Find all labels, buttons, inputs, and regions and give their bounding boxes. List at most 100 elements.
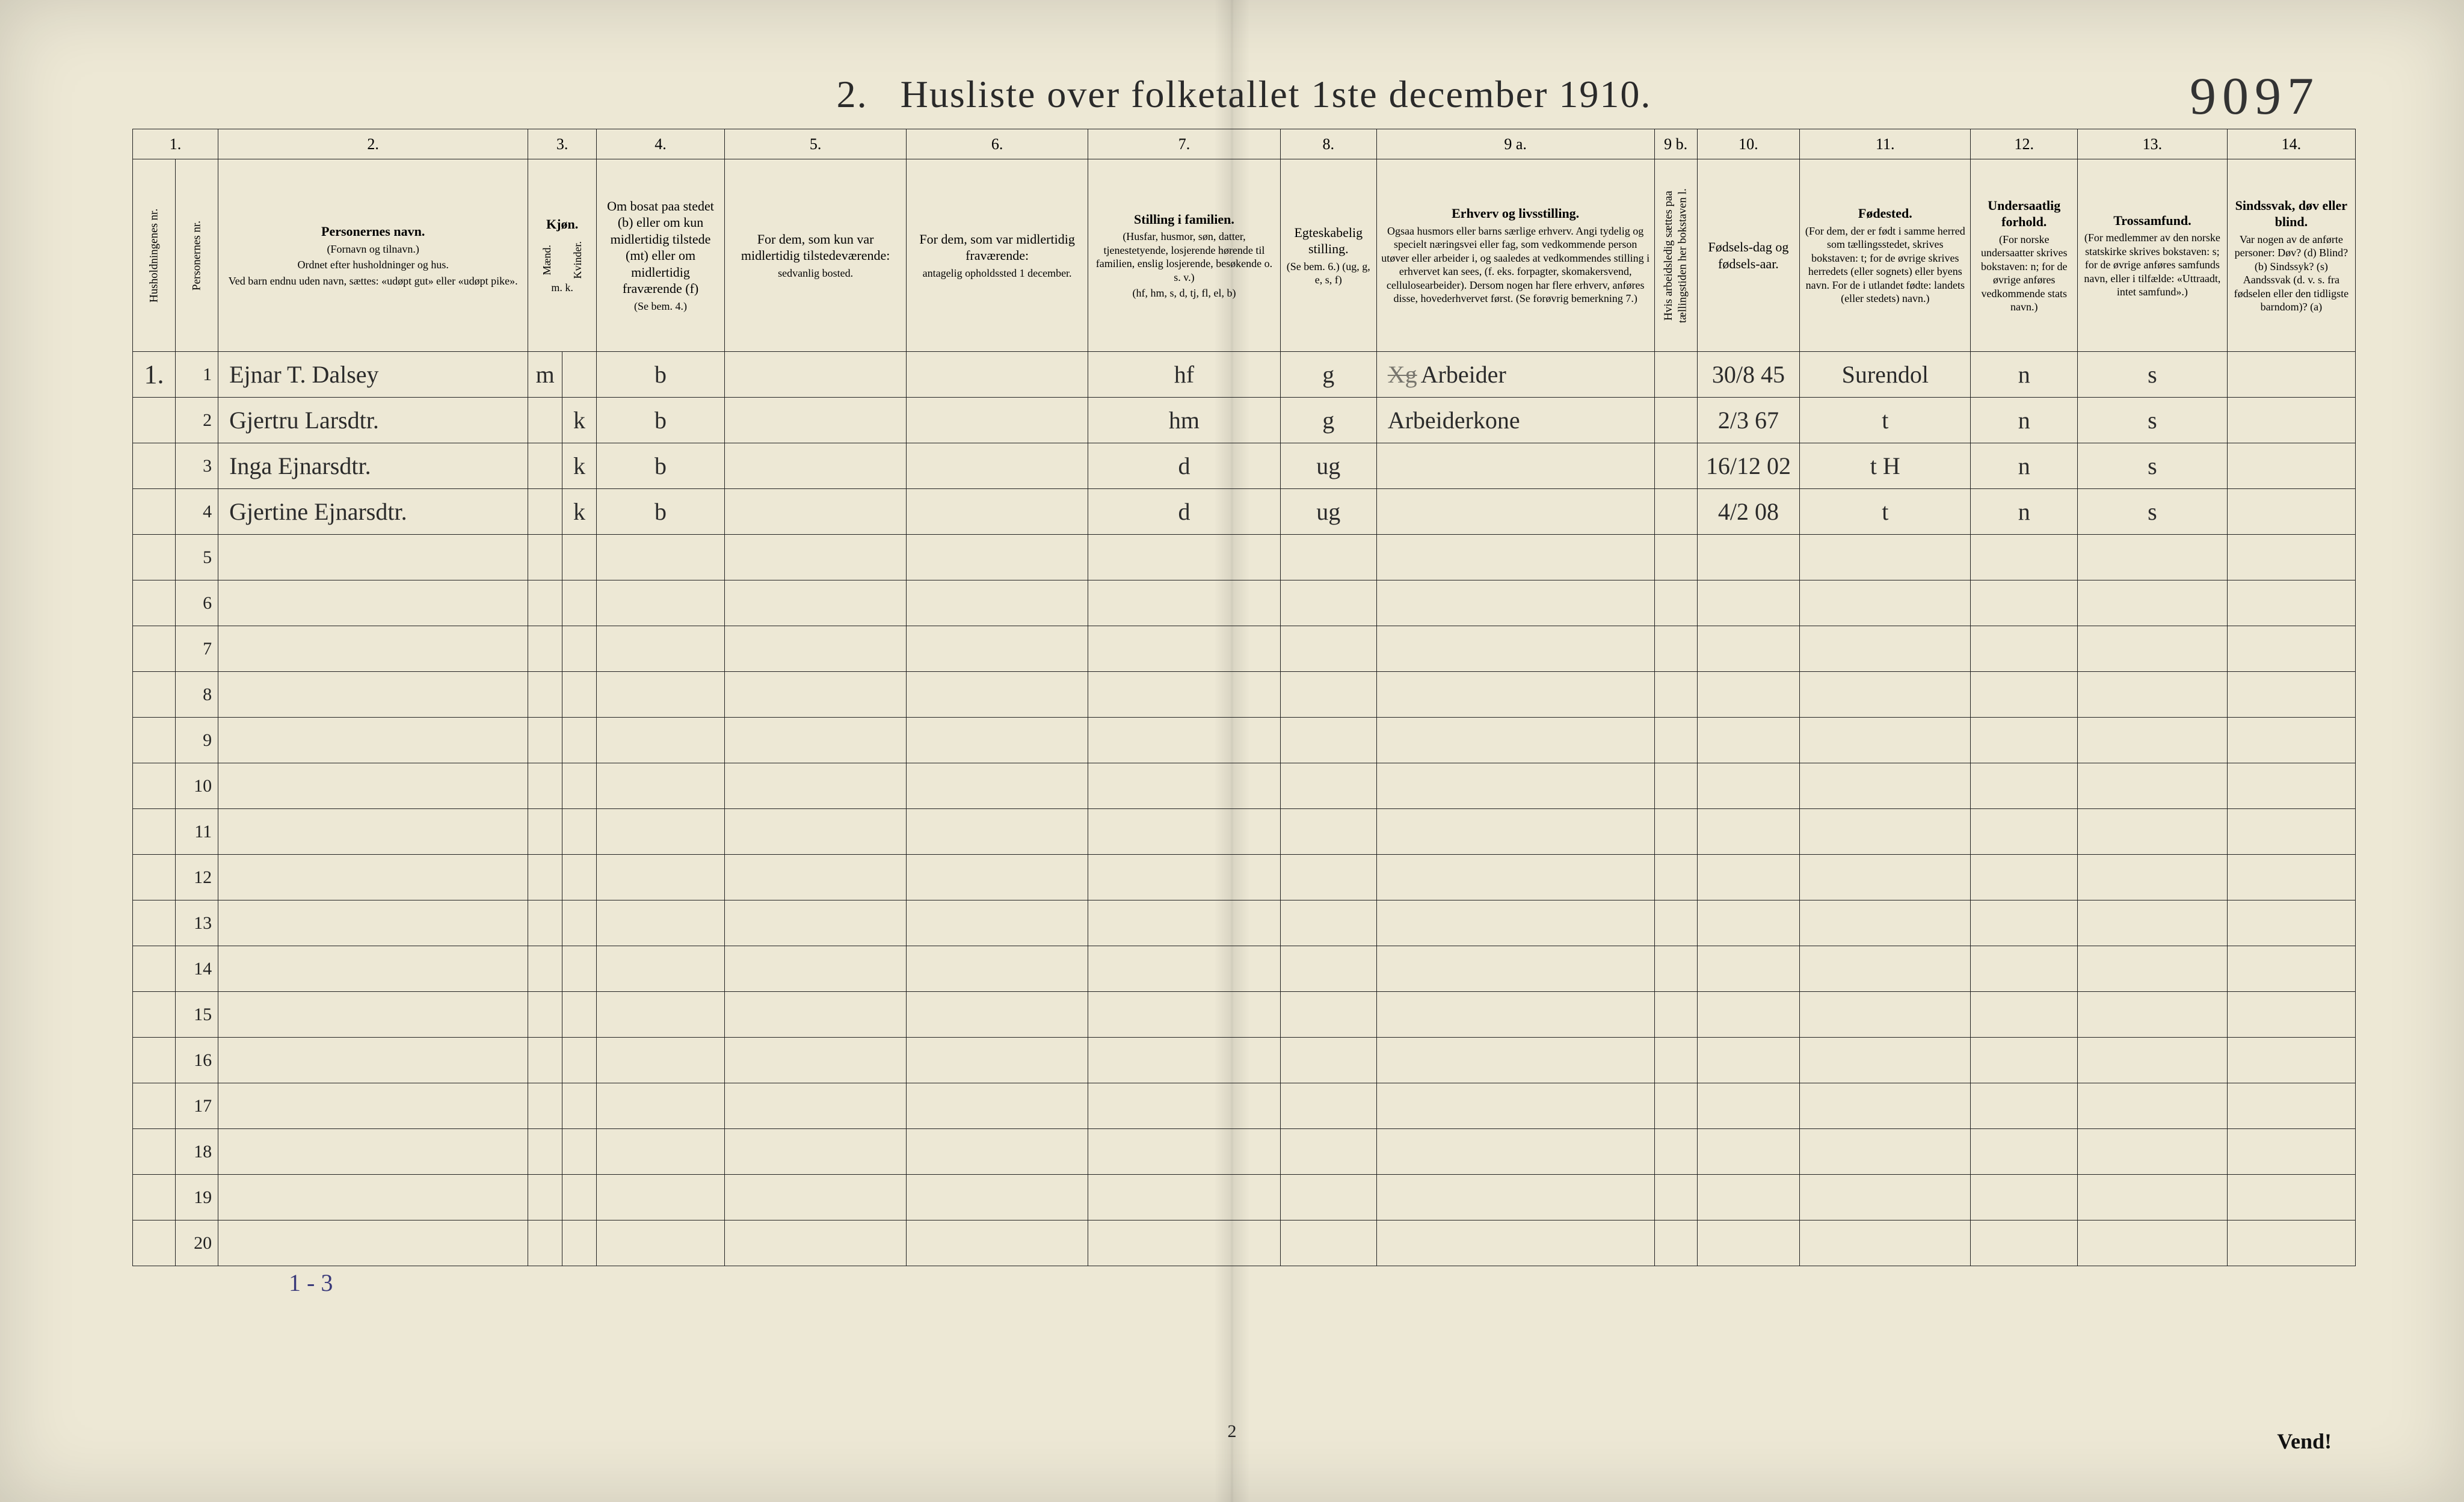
cell-birth: [1697, 580, 1800, 626]
cell-marital: [1280, 855, 1376, 900]
cell-birthplace: [1800, 855, 1971, 900]
cell-birthplace: [1800, 809, 1971, 855]
cell-household-no: [133, 489, 176, 535]
cell-person-no: 10: [176, 763, 218, 809]
cell-nationality: n: [1971, 352, 2078, 398]
cell-temp-present: [725, 1129, 907, 1175]
cell-unemployed: [1654, 900, 1697, 946]
cell-faith: [2078, 946, 2228, 992]
cell-sex-k: [562, 1220, 597, 1266]
hdr-nationality-title: Undersaatlig forhold.: [1988, 198, 2060, 230]
cell-sex-m: [528, 992, 562, 1038]
cell-temp-absent: [907, 672, 1088, 718]
table-row: 17: [133, 1083, 2356, 1129]
column-header-row: Husholdningenes nr. Personernes nr. Pers…: [133, 159, 2356, 352]
cell-nationality: [1971, 809, 2078, 855]
cell-sex-m: [528, 489, 562, 535]
cell-birth: 4/2 08: [1697, 489, 1800, 535]
cell-sex-k: k: [562, 398, 597, 443]
hdr-occupation-title: Erhverv og livsstilling.: [1452, 206, 1579, 221]
cell-occupation: [1376, 443, 1654, 489]
hdr-unemployed: Hvis arbeidsledig sættes paa tællingstid…: [1654, 159, 1697, 352]
cell-nationality: [1971, 946, 2078, 992]
hdr-sex-k: Kvinder.: [571, 241, 585, 279]
cell-temp-present: [725, 992, 907, 1038]
cell-unemployed: [1654, 992, 1697, 1038]
cell-residence: [596, 580, 724, 626]
cell-marital: [1280, 763, 1376, 809]
cell-sex-m: [528, 718, 562, 763]
cell-person-no: 14: [176, 946, 218, 992]
cell-residence: b: [596, 443, 724, 489]
cell-faith: s: [2078, 352, 2228, 398]
cell-nationality: [1971, 900, 2078, 946]
cell-marital: ug: [1280, 489, 1376, 535]
cell-unemployed: [1654, 855, 1697, 900]
cell-household-no: [133, 992, 176, 1038]
cell-family-pos: [1088, 1220, 1281, 1266]
cell-name: Gjertru Larsdtr.: [218, 398, 528, 443]
hdr-family-pos-sub2: (hf, hm, s, d, tj, fl, el, b): [1092, 286, 1277, 300]
cell-sex-k: k: [562, 443, 597, 489]
cell-family-pos: [1088, 535, 1281, 580]
cell-marital: [1280, 1175, 1376, 1220]
cell-sex-m: [528, 1175, 562, 1220]
cell-occupation: [1376, 535, 1654, 580]
cell-disability: [2227, 1083, 2355, 1129]
struck-text: Xg: [1388, 361, 1417, 388]
cell-temp-absent: [907, 1038, 1088, 1083]
hdr-marital: Egteskabelig stilling. (Se bem. 6.) (ug,…: [1280, 159, 1376, 352]
birthplace-text: t: [1882, 407, 1888, 434]
cell-temp-absent: [907, 763, 1088, 809]
cell-birth: [1697, 718, 1800, 763]
cell-unemployed: [1654, 809, 1697, 855]
cell-sex-k: [562, 718, 597, 763]
cell-family-pos: [1088, 718, 1281, 763]
hdr-name-title: Personernes navn.: [321, 224, 425, 239]
cell-temp-absent: [907, 1083, 1088, 1129]
cell-temp-absent: [907, 352, 1088, 398]
cell-faith: [2078, 1038, 2228, 1083]
cell-family-pos: [1088, 1175, 1281, 1220]
hdr-marital-sub: (Se bem. 6.) (ug, g, e, s, f): [1284, 260, 1373, 287]
cell-family-pos: hm: [1088, 398, 1281, 443]
cell-name: Gjertine Ejnarsdtr.: [218, 489, 528, 535]
colnum-2: 2.: [218, 129, 528, 159]
table-row: 1.1Ejnar T. DalseymbhfgXgArbeider30/8 45…: [133, 352, 2356, 398]
cell-temp-present: [725, 580, 907, 626]
hdr-temp-absent: For dem, som var midlertidig fraværende:…: [907, 159, 1088, 352]
table-body: 1.1Ejnar T. DalseymbhfgXgArbeider30/8 45…: [133, 352, 2356, 1266]
cell-sex-m: [528, 626, 562, 672]
census-page: 9097 2. Husliste over folketallet 1ste d…: [0, 0, 2464, 1502]
colnum-1: 1.: [133, 129, 218, 159]
cell-unemployed: [1654, 580, 1697, 626]
cell-occupation: [1376, 763, 1654, 809]
cell-sex-k: [562, 946, 597, 992]
cell-marital: [1280, 1083, 1376, 1129]
cell-temp-absent: [907, 580, 1088, 626]
cell-marital: [1280, 946, 1376, 992]
hdr-birthplace: Fødested. (For dem, der er født i samme …: [1800, 159, 1971, 352]
cell-household-no: [133, 1038, 176, 1083]
cell-sex-m: m: [528, 352, 562, 398]
hdr-nationality-sub: (For norske undersaatter skrives bokstav…: [1974, 233, 2074, 314]
cell-temp-present: [725, 535, 907, 580]
cell-name: [218, 1129, 528, 1175]
cell-sex-m: [528, 900, 562, 946]
cell-person-no: 16: [176, 1038, 218, 1083]
cell-household-no: [133, 1129, 176, 1175]
cell-disability: [2227, 900, 2355, 946]
cell-faith: [2078, 1175, 2228, 1220]
cell-household-no: [133, 626, 176, 672]
cell-faith: s: [2078, 489, 2228, 535]
cell-birth: [1697, 1175, 1800, 1220]
birthplace-text: Surendol: [1842, 361, 1929, 388]
cell-unemployed: [1654, 946, 1697, 992]
cell-disability: [2227, 1220, 2355, 1266]
cell-birth: [1697, 855, 1800, 900]
colnum-4: 4.: [596, 129, 724, 159]
cell-marital: [1280, 1129, 1376, 1175]
cell-birthplace: [1800, 946, 1971, 992]
cell-unemployed: [1654, 489, 1697, 535]
cell-unemployed: [1654, 1129, 1697, 1175]
